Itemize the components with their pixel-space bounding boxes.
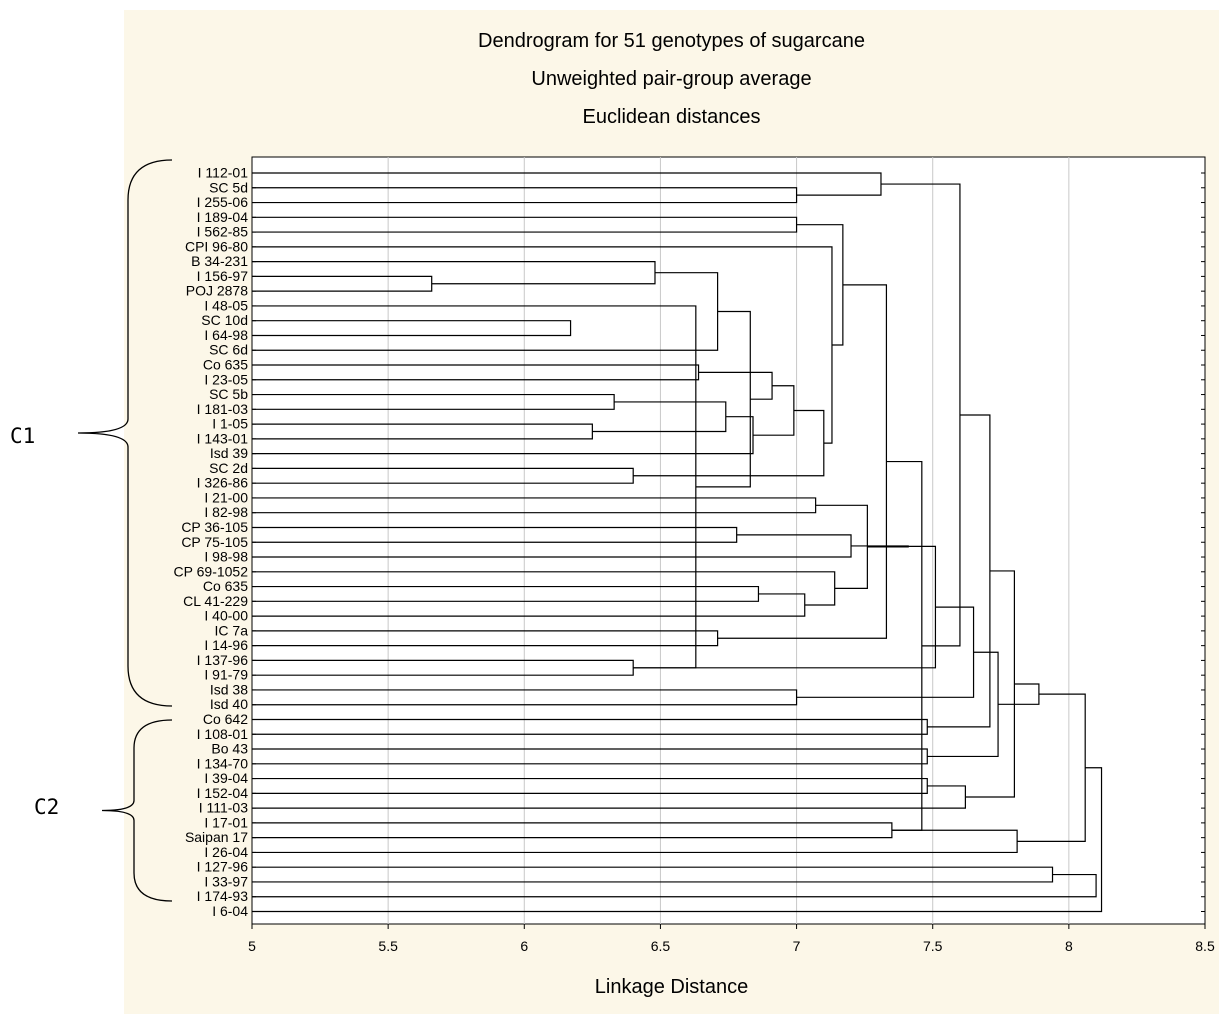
leaf-label: I 64-98 — [204, 327, 248, 343]
leaf-label: B 34-231 — [191, 253, 248, 269]
leaf-label: POJ 2878 — [186, 283, 248, 299]
leaf-label: I 1-05 — [212, 416, 248, 432]
leaf-label: Co 635 — [203, 357, 248, 373]
leaf-label: I 40-00 — [204, 608, 248, 624]
plot-area — [251, 156, 1206, 925]
leaf-label: SC 5b — [209, 386, 248, 402]
x-axis-label: Linkage Distance — [594, 976, 749, 998]
chart-title: Dendrogram for 51 genotypes of sugarcane — [478, 30, 865, 52]
dendrogram-link — [252, 187, 798, 204]
dendrogram-link — [927, 414, 991, 728]
dendrogram-link — [252, 423, 593, 440]
dendrogram-link — [796, 606, 975, 698]
leaf-label: CP 69-1052 — [174, 563, 249, 579]
dendrogram-link — [252, 689, 798, 706]
title-block: Dendrogram for 51 genotypes of sugarcane… — [124, 28, 1219, 142]
x-tick-label: 7 — [793, 938, 801, 954]
x-tick-label: 5 — [248, 938, 256, 954]
dendrogram-link — [252, 216, 798, 233]
leaf-label: I 326-86 — [197, 475, 249, 491]
leaf-label: I 98-98 — [204, 549, 248, 565]
leaf-label: I 137-96 — [197, 652, 249, 668]
leaf-label: CL 41-229 — [183, 593, 248, 609]
leaf-label: Isd 38 — [210, 681, 248, 697]
leaf-label: Isd 40 — [210, 696, 248, 712]
leaf-label: CPI 96-80 — [185, 238, 248, 254]
dendrogram-link — [592, 401, 727, 433]
dendrogram-link — [252, 320, 572, 337]
leaf-label: I 108-01 — [197, 726, 249, 742]
leaf-label: I 127-96 — [197, 859, 249, 875]
x-tick-label: 8.5 — [1195, 938, 1215, 954]
leaf-label: I 152-04 — [197, 785, 249, 801]
leaf-label: I 143-01 — [197, 430, 249, 446]
x-tick-label: 5.5 — [378, 938, 398, 954]
leaf-label: I 82-98 — [204, 504, 248, 520]
leaf-label: Saipan 17 — [185, 829, 248, 845]
leaf-label: IC 7a — [215, 622, 249, 638]
leaf-label: I 562-85 — [197, 224, 249, 240]
leaf-label: I 14-96 — [204, 637, 248, 653]
leaf-label: I 156-97 — [197, 268, 249, 284]
leaf-label: I 48-05 — [204, 297, 248, 313]
leaf-label: SC 10d — [201, 312, 248, 328]
leaf-label: I 23-05 — [204, 371, 248, 387]
leaf-label: I 189-04 — [197, 209, 249, 225]
leaf-label: I 26-04 — [204, 844, 248, 860]
dendrogram-link — [252, 585, 760, 602]
leaf-label: SC 5d — [209, 179, 248, 195]
leaf-label: CP 36-105 — [181, 519, 248, 535]
dendrogram-link — [252, 822, 893, 839]
dendrogram-link — [252, 829, 1018, 854]
leaf-label: I 111-03 — [199, 800, 249, 816]
leaf-label: CP 75-105 — [181, 534, 248, 550]
dendrogram-link — [252, 497, 817, 514]
leaf-label: I 112-01 — [198, 165, 249, 181]
x-tick-label: 8 — [1065, 938, 1073, 954]
x-tick-label: 6 — [520, 938, 528, 954]
cluster-label-c1: C1 — [10, 424, 36, 448]
chart-subtitle-distance: Euclidean distances — [582, 106, 761, 128]
leaf-label: I 33-97 — [204, 873, 248, 889]
dendrogram-link — [1017, 693, 1086, 842]
cluster-brace-c1 — [77, 159, 173, 707]
leaf-label: Isd 39 — [210, 445, 248, 461]
dendrogram-link — [633, 545, 937, 669]
cluster-brace-c2 — [101, 719, 173, 902]
leaf-label: I 39-04 — [204, 770, 248, 786]
cluster-label-c2: C2 — [34, 795, 60, 819]
leaf-label: Co 635 — [203, 578, 248, 594]
leaf-label: SC 2d — [209, 460, 248, 476]
leaf-label: I 91-79 — [204, 667, 248, 683]
x-tick-label: 6.5 — [651, 938, 671, 954]
leaf-label: SC 6d — [209, 342, 248, 358]
leaf-label: I 255-06 — [197, 194, 249, 210]
x-tick-label: 7.5 — [923, 938, 943, 954]
leaf-label: I 6-04 — [212, 903, 248, 919]
leaf-label: I 17-01 — [204, 814, 248, 830]
leaf-label: I 21-00 — [204, 489, 248, 505]
chart-subtitle-method: Unweighted pair-group average — [531, 68, 812, 90]
leaf-label: I 174-93 — [197, 888, 249, 904]
leaf-label: Co 642 — [203, 711, 248, 727]
leaf-label: Bo 43 — [211, 741, 248, 757]
dendrogram-link — [252, 873, 1097, 898]
leaf-label: I 181-03 — [197, 401, 249, 417]
leaf-label: I 134-70 — [197, 755, 249, 771]
dendrogram-link — [252, 571, 836, 606]
dendrogram-link — [252, 767, 1103, 913]
